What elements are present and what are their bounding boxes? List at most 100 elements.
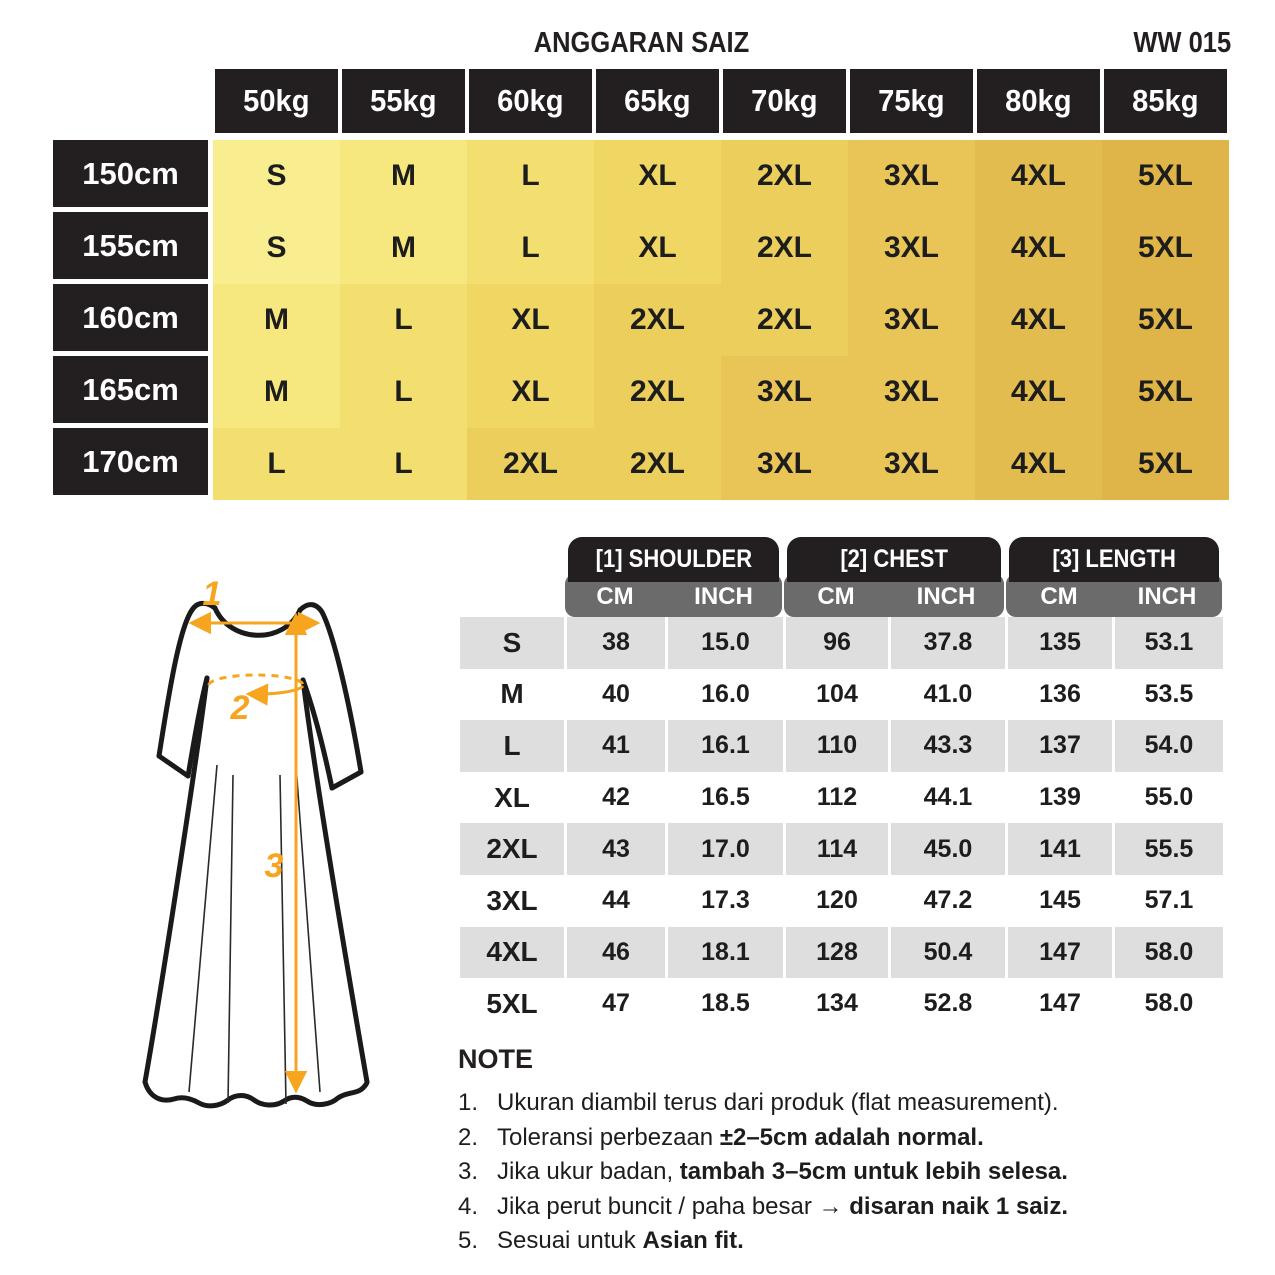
chest-ellipse-arrow: [245, 683, 305, 706]
weight-header-label: 60kg: [497, 83, 564, 118]
notes-section: NOTE 1. Ukuran diambil terus dari produk …: [458, 1044, 1228, 1259]
measurement-value-cell: 38: [564, 617, 665, 669]
size-cell: 2XL: [721, 212, 848, 284]
note-item-5: 5. Sesuai untuk Asian fit.: [458, 1224, 1228, 1259]
product-code: WW 015: [1120, 27, 1231, 60]
size-cell: 2XL: [721, 284, 848, 356]
measurement-value-cell: 145: [1005, 874, 1112, 927]
note-text: Jika perut buncit / paha besar → disaran…: [497, 1190, 1068, 1225]
measurement-row: L 41 16.1 110 43.3 137 54.0: [460, 720, 1223, 772]
chest-ellipse-dashed: [207, 673, 305, 686]
size-cell: 5XL: [1102, 356, 1229, 428]
weight-header-label: 50kg: [243, 83, 310, 118]
measurement-size-label: M: [500, 678, 524, 710]
dress-left-side: [142, 675, 210, 1085]
note-text-regular: Sesuai untuk: [497, 1227, 643, 1255]
size-cell: 4XL: [975, 284, 1102, 356]
page-title: ANGGARAN SAIZ: [53, 27, 1229, 60]
measurement-value-cell: 135: [1005, 617, 1112, 669]
size-cell: 2XL: [594, 356, 721, 428]
weight-header-label: 85kg: [1132, 83, 1199, 118]
measurement-value-cell: 41: [564, 720, 665, 772]
weight-header-cell: 60kg: [469, 69, 592, 133]
size-cell: M: [213, 284, 340, 356]
size-matrix-table: 50kg 55kg 60kg 65kg 70kg 75kg 80kg 85kg 150cm S M L…: [53, 68, 1229, 500]
shoulder-measure-label: 1: [203, 575, 222, 613]
size-cell: M: [213, 356, 340, 428]
unit-header-inch: INCH: [1137, 583, 1197, 610]
measurement-value-cell: 44.1: [888, 771, 1005, 824]
chest-measure-label: 2: [230, 689, 250, 727]
measurement-row: S 38 15.0 96 37.8 135 53.1: [460, 617, 1223, 669]
measurement-size-label: 5XL: [486, 987, 538, 1019]
measurement-value-cell: 112: [783, 771, 888, 824]
measurement-value-cell: 43.3: [888, 720, 1005, 772]
size-cell: 2XL: [721, 140, 848, 212]
measurement-row: 2XL 43 17.0 114 45.0 141 55.5: [460, 823, 1223, 875]
measurement-value-cell: 55.5: [1112, 823, 1223, 875]
height-header-cell: 155cm: [53, 212, 208, 279]
measurement-group-headers: [1] SHOULDER [2] CHEST [3] LENGTH: [460, 537, 1223, 582]
size-cell: 3XL: [721, 428, 848, 500]
measurement-value-cell: 96: [783, 617, 888, 669]
measurement-value-cell: 43: [564, 823, 665, 875]
weight-header-label: 75kg: [878, 83, 945, 118]
size-cell: S: [213, 140, 340, 212]
measurement-value-cell: 17.3: [665, 874, 783, 927]
group-header-label: [3] LENGTH: [1052, 545, 1176, 573]
size-cell: 3XL: [721, 356, 848, 428]
size-cell: 2XL: [594, 284, 721, 356]
measurement-value-cell: 134: [783, 978, 888, 1030]
dress-right-side: [300, 677, 370, 1085]
group-header-label: [1] SHOULDER: [595, 545, 752, 573]
note-number: 1.: [458, 1089, 479, 1116]
measurement-value-cell: 110: [783, 720, 888, 772]
measurement-value-cell: 52.8: [888, 978, 1005, 1030]
measurement-row: XL 42 16.5 112 44.1 139 55.0: [460, 771, 1223, 824]
size-cell: 5XL: [1102, 212, 1229, 284]
size-cell: XL: [467, 284, 594, 356]
measurement-value-cell: 58.0: [1112, 926, 1223, 979]
size-cell: 5XL: [1102, 428, 1229, 500]
measurement-size-label: 3XL: [486, 884, 538, 916]
size-cell: 3XL: [848, 140, 975, 212]
weight-header-label: 65kg: [624, 83, 691, 118]
note-item-3: 3. Jika ukur badan, tambah 3–5cm untuk le…: [458, 1155, 1228, 1190]
size-cell: 3XL: [848, 212, 975, 284]
size-cell: L: [340, 284, 467, 356]
measurement-value-cell: 120: [783, 874, 888, 927]
note-text-regular: Jika perut buncit / paha besar →: [497, 1192, 850, 1220]
note-text: Ukuran diambil terus dari produk (flat m…: [497, 1086, 1059, 1121]
note-number: 5.: [458, 1227, 479, 1255]
size-cell: 2XL: [594, 428, 721, 500]
group-header-2: [2] CHEST: [787, 537, 1001, 582]
measurement-row: 4XL 46 18.1 128 50.4 147 58.0: [460, 926, 1223, 979]
measurement-size-label: S: [502, 626, 522, 658]
measurement-value-cell: 50.4: [888, 926, 1005, 979]
measurement-value-cell: 128: [783, 926, 888, 979]
measurement-value-cell: 18.5: [665, 978, 783, 1030]
measurement-value-cell: 16.0: [665, 668, 783, 721]
dress-fold-lines: [188, 764, 321, 1105]
note-text: Jika ukur badan, tambah 3–5cm untuk lebi…: [497, 1155, 1068, 1190]
size-cell: 5XL: [1102, 284, 1229, 356]
length-measure-label: 3: [265, 847, 284, 885]
height-header-cell: 165cm: [53, 356, 208, 423]
height-header-cell: 150cm: [53, 140, 208, 207]
measurement-table: [1] SHOULDER [2] CHEST [3] LENGTH CM INCH CM…: [460, 537, 1223, 1030]
measurement-value-cell: 37.8: [888, 617, 1005, 669]
measurement-value-cell: 147: [1005, 978, 1112, 1030]
measurement-header-spacer: [460, 537, 564, 582]
dress-hem: [142, 1079, 370, 1109]
measurement-value-cell: 137: [1005, 720, 1112, 772]
size-cell: 4XL: [975, 356, 1102, 428]
measurement-value-cell: 136: [1005, 668, 1112, 721]
note-number: 2.: [458, 1123, 479, 1151]
group-header-label: [2] CHEST: [840, 545, 948, 573]
dress-diagram: 1 2 3: [142, 575, 370, 1109]
notes-heading: NOTE: [458, 1044, 534, 1074]
measurement-value-cell: 18.1: [665, 926, 783, 979]
product-code-text: WW 015: [1133, 27, 1231, 59]
measurement-value-cell: 53.1: [1112, 617, 1223, 669]
measurement-value-cell: 42: [564, 771, 665, 824]
